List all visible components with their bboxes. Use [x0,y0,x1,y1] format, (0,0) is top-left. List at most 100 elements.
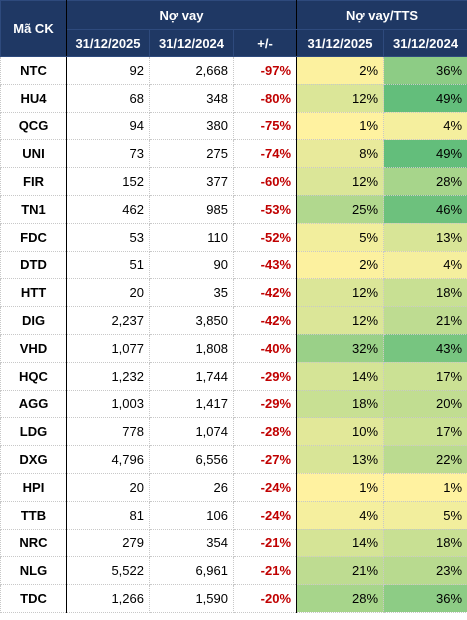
header-ratio-group: Nợ vay/TTS [296,0,467,30]
cell-change: -97% [232,56,298,85]
cell-code: QCG [0,111,67,141]
cell-ratio-2025: 10% [296,417,385,447]
cell-debt-2025: 279 [66,528,150,558]
cell-debt-2024: 1,417 [149,389,234,419]
cell-ratio-2025: 12% [296,167,385,196]
cell-code: DXG [0,445,67,474]
cell-code: UNI [0,139,67,169]
cell-debt-2024: 275 [149,139,234,169]
cell-ratio-2025: 18% [296,389,385,419]
cell-debt-2025: 5,522 [66,556,150,586]
table-row: QCG 94 380 -75% 1% 4% [0,111,467,141]
cell-code: TN1 [0,194,67,224]
cell-ratio-2024: 18% [383,528,467,558]
cell-change: -21% [232,556,298,586]
cell-debt-2025: 1,232 [66,361,150,391]
cell-ratio-2025: 28% [296,584,385,613]
table-row: HPI 20 26 -24% 1% 1% [0,472,467,502]
table-row: HU4 68 348 -80% 12% 49% [0,83,467,113]
cell-ratio-2025: 14% [296,361,385,391]
table-row: TDC 1,266 1,590 -20% 28% 36% [0,584,467,613]
cell-ratio-2024: 28% [383,167,467,196]
table-row: VHD 1,077 1,808 -40% 32% 43% [0,333,467,363]
cell-ratio-2025: 14% [296,528,385,558]
table-row: UNI 73 275 -74% 8% 49% [0,139,467,169]
cell-change: -29% [232,361,298,391]
cell-code: HPI [0,472,67,502]
cell-ratio-2024: 21% [383,306,467,335]
table-row: FDC 53 110 -52% 5% 13% [0,222,467,252]
cell-change: -43% [232,250,298,280]
cell-change: -24% [232,500,298,530]
cell-change: -29% [232,389,298,419]
cell-code: FIR [0,167,67,196]
cell-debt-2025: 152 [66,167,150,196]
cell-debt-2024: 106 [149,500,234,530]
cell-code: TDC [0,584,67,613]
cell-ratio-2024: 17% [383,361,467,391]
table-row: NTC 92 2,668 -97% 2% 36% [0,56,467,85]
cell-ratio-2024: 22% [383,445,467,474]
cell-change: -24% [232,472,298,502]
cell-ratio-2024: 36% [383,584,467,613]
cell-ratio-2025: 12% [296,306,385,335]
cell-debt-2025: 73 [66,139,150,169]
cell-debt-2025: 81 [66,500,150,530]
table-row: LDG 778 1,074 -28% 10% 17% [0,417,467,447]
cell-ratio-2025: 2% [296,56,385,85]
cell-ratio-2024: 49% [383,139,467,169]
cell-code: HQC [0,361,67,391]
cell-debt-2024: 110 [149,222,234,252]
header-ratio-2024: 31/12/2024 [383,29,467,57]
cell-ratio-2024: 4% [383,111,467,141]
table-row: FIR 152 377 -60% 12% 28% [0,167,467,196]
header-debt-2024: 31/12/2024 [149,29,234,57]
cell-change: -42% [232,278,298,308]
cell-debt-2025: 1,003 [66,389,150,419]
cell-debt-2024: 1,744 [149,361,234,391]
cell-change: -27% [232,445,298,474]
cell-ratio-2025: 32% [296,333,385,363]
cell-code: AGG [0,389,67,419]
cell-change: -40% [232,333,298,363]
header-change: +/- [232,29,298,57]
cell-code: DTD [0,250,67,280]
cell-ratio-2025: 12% [296,278,385,308]
cell-change: -53% [232,194,298,224]
cell-code: FDC [0,222,67,252]
cell-ratio-2024: 46% [383,194,467,224]
cell-ratio-2024: 4% [383,250,467,280]
cell-change: -80% [232,83,298,113]
cell-debt-2025: 20 [66,278,150,308]
cell-debt-2025: 4,796 [66,445,150,474]
cell-debt-2024: 985 [149,194,234,224]
cell-change: -20% [232,584,298,613]
cell-code: NTC [0,56,67,85]
cell-debt-2024: 377 [149,167,234,196]
cell-debt-2025: 51 [66,250,150,280]
table-row: TTB 81 106 -24% 4% 5% [0,500,467,530]
cell-debt-2024: 90 [149,250,234,280]
cell-code: LDG [0,417,67,447]
cell-change: -28% [232,417,298,447]
table-row: DIG 2,237 3,850 -42% 12% 21% [0,306,467,335]
cell-ratio-2024: 17% [383,417,467,447]
cell-debt-2024: 26 [149,472,234,502]
cell-ratio-2024: 13% [383,222,467,252]
cell-ratio-2024: 18% [383,278,467,308]
table-row: DXG 4,796 6,556 -27% 13% 22% [0,445,467,474]
cell-ratio-2025: 5% [296,222,385,252]
cell-debt-2024: 6,961 [149,556,234,586]
cell-code: HTT [0,278,67,308]
cell-ratio-2025: 2% [296,250,385,280]
cell-ratio-2025: 1% [296,472,385,502]
cell-debt-2024: 354 [149,528,234,558]
cell-ratio-2025: 12% [296,83,385,113]
cell-debt-2024: 348 [149,83,234,113]
cell-ratio-2024: 36% [383,56,467,85]
cell-debt-2025: 94 [66,111,150,141]
header-code: Mã CK [0,0,67,57]
cell-code: NRC [0,528,67,558]
cell-code: HU4 [0,83,67,113]
